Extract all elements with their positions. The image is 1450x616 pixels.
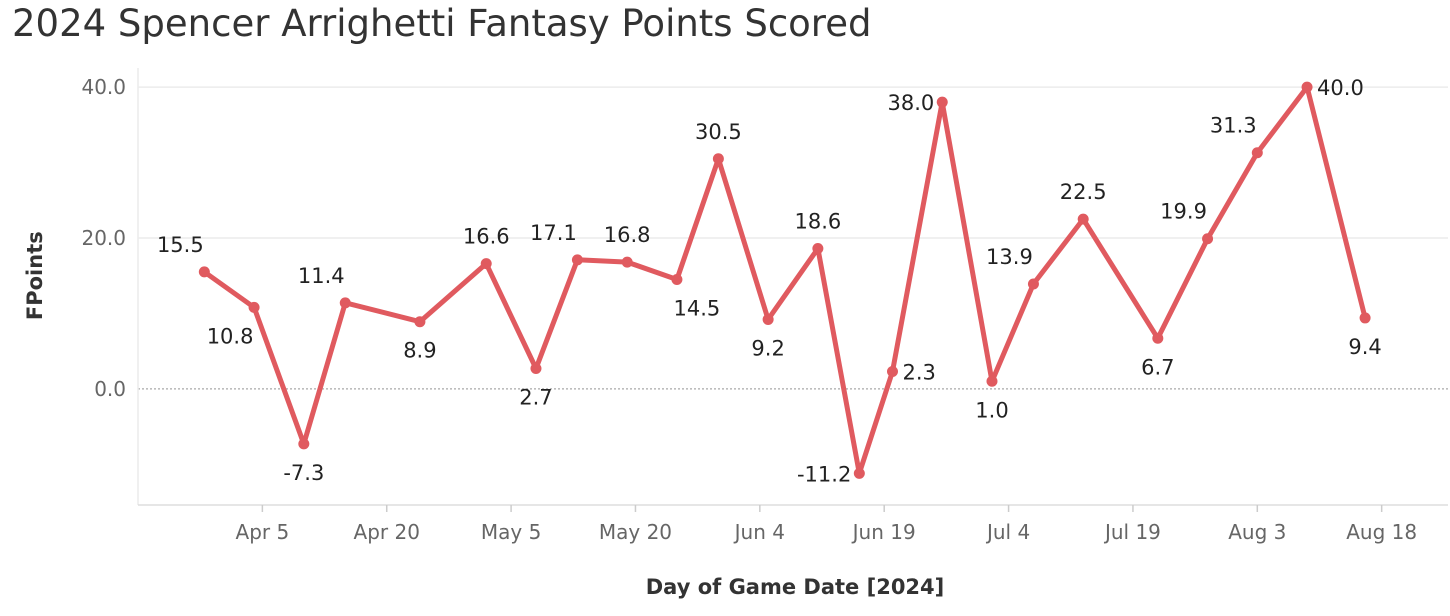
data-label: 15.5 [157,233,204,257]
data-label: 22.5 [1060,180,1107,204]
data-point [712,153,724,165]
x-tick-label: Apr 5 [236,520,290,544]
axis-layer: 0.0 20.0 40.0 Apr 5 Apr 20 May 5 May 20 Jun 4 Ju… [23,68,1448,599]
data-label: 38.0 [887,91,934,115]
x-tick-label: May 20 [599,520,672,544]
series-line [201,84,1368,476]
data-point [986,375,998,387]
y-tick-label: 20.0 [81,226,126,250]
x-tick-label: Jun 4 [733,520,785,544]
data-label: 13.9 [986,245,1033,269]
data-point [621,256,633,268]
data-point [248,301,260,313]
series-layer [198,81,1371,479]
y-tick-label: 0.0 [94,377,126,401]
data-label: -7.3 [283,461,324,485]
data-label: 18.6 [794,210,841,234]
data-point [1202,233,1214,245]
data-label: 16.6 [463,225,510,249]
data-label: 40.0 [1317,76,1364,100]
data-label: 10.8 [207,324,254,348]
x-tick-label: Aug 3 [1228,520,1286,544]
data-label: 17.1 [530,221,577,245]
data-label: 16.8 [604,223,651,247]
data-point [762,313,774,325]
data-label: 9.4 [1348,335,1381,359]
data-label: 31.3 [1210,114,1257,138]
data-label-layer: 15.5 10.8 -7.3 11.4 8.9 16.6 2.7 17.1 16.8 14.5 30… [157,76,1382,486]
data-label: 9.2 [751,336,784,360]
data-point [480,258,492,270]
x-tick-label: Aug 18 [1346,520,1417,544]
y-axis-title: FPoints [23,231,47,320]
data-label: -11.2 [797,462,851,486]
data-point [812,243,824,255]
data-point [1152,332,1164,344]
data-point [339,297,351,309]
data-label: 14.5 [674,296,721,320]
x-tick-label: Jul 4 [985,520,1030,544]
data-point [1359,312,1371,324]
data-point [414,316,426,328]
data-label: 6.7 [1141,355,1174,379]
data-point [1077,213,1089,225]
data-point [1027,278,1039,290]
data-label: 2.7 [519,385,552,409]
data-point [671,273,683,285]
data-label: 8.9 [403,339,436,363]
data-point [198,266,210,278]
data-point [936,96,948,108]
grid-layer [138,86,1448,390]
chart-title: 2024 Spencer Arrighetti Fantasy Points S… [12,2,872,45]
data-label: 1.0 [975,398,1008,422]
data-point [298,438,310,450]
data-point [1251,147,1263,159]
data-point [530,362,542,374]
data-point [853,467,865,479]
y-tick-label: 40.0 [81,75,126,99]
x-tick-label: Jul 19 [1103,520,1161,544]
data-point [1301,81,1313,93]
data-label: 30.5 [695,120,742,144]
x-tick-label: May 5 [481,520,541,544]
data-label: 2.3 [902,360,935,384]
x-tick-label: Jun 19 [851,520,916,544]
x-axis-title: Day of Game Date [2024] [646,575,945,599]
data-label: 11.4 [298,264,345,288]
data-label: 19.9 [1160,200,1207,224]
data-point [886,365,898,377]
data-point [571,254,583,266]
x-tick-label: Apr 20 [354,520,420,544]
